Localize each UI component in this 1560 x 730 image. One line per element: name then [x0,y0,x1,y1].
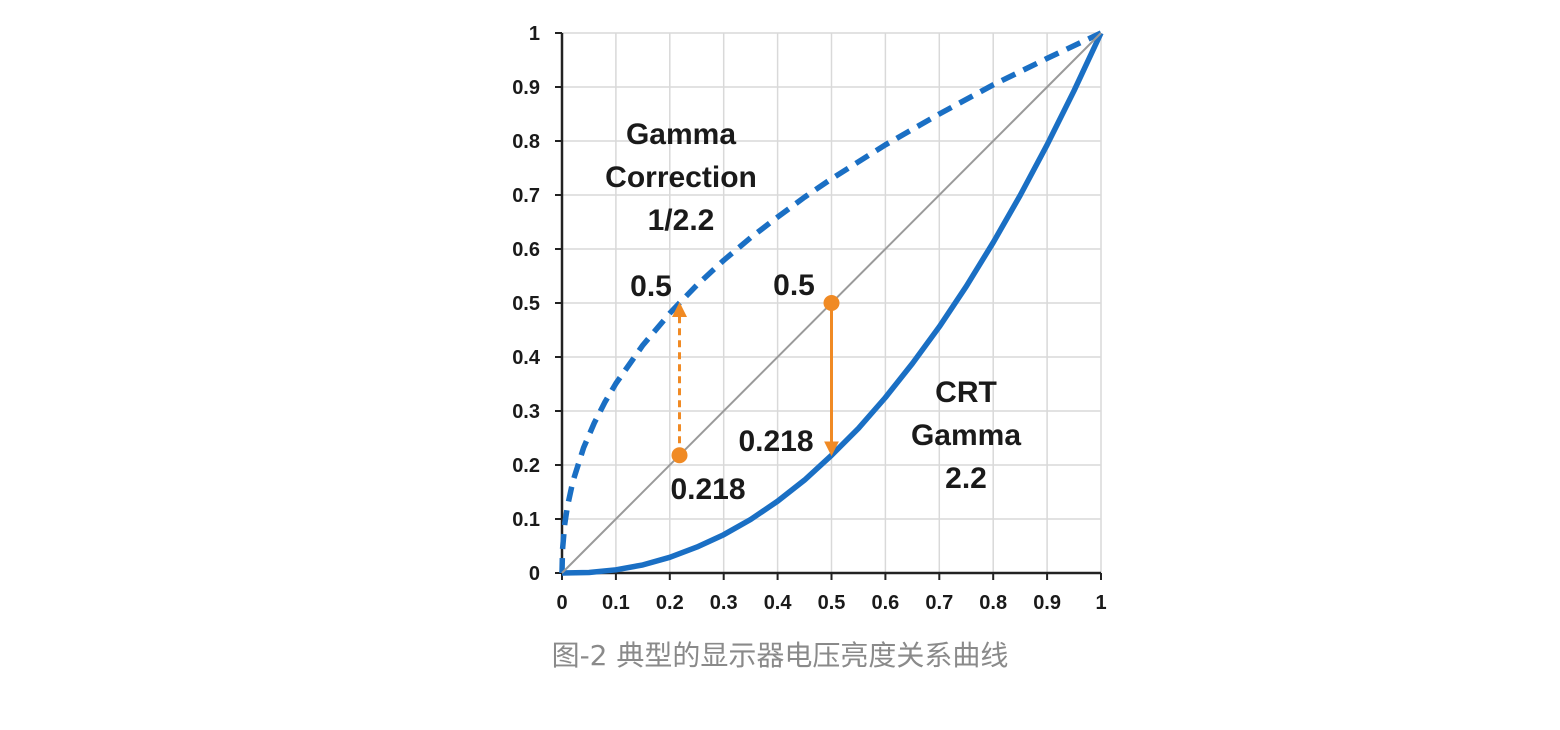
x-tick-label: 0.3 [710,592,738,614]
x-tick-label: 1 [1095,592,1106,614]
y-tick-label: 0.9 [512,77,540,99]
y-tick-label: 0.4 [512,347,541,369]
x-tick-label: 0.8 [979,592,1007,614]
gamma-chart: 0 0.1 0.2 0.3 0.4 0.5 0.6 0.7 0.8 0.9 1 0 0.1 0.2 0.3 0… [512,23,1106,614]
point-05 [823,295,840,311]
x-tick-label: 0.9 [1033,592,1061,614]
annotation-gamma-correction-line2: Correction [605,161,757,194]
annotation-crt-gamma-line1: CRT [935,376,997,409]
markers [671,295,840,464]
annotation-gamma-correction-line3: 1/2.2 [648,204,715,237]
x-tick-label: 0.2 [656,592,684,614]
tick-labels: 0 0.1 0.2 0.3 0.4 0.5 0.6 0.7 0.8 0.9 1 0 0.1 0.2 0.3 0… [512,23,1106,614]
y-tick-label: 0.1 [512,509,540,531]
annotation-crt-gamma-line3: 2.2 [945,462,987,495]
annotation-crt-gamma-line2: Gamma [911,419,1021,452]
y-tick-label: 0.3 [512,401,540,423]
x-tick-label: 0.6 [871,592,899,614]
annotation-corr-value-bottom: 0.218 [670,473,745,506]
annotation-corr-value-top: 0.5 [630,270,672,303]
annotation-crt-value-top: 0.5 [773,269,815,302]
x-tick-label: 0.5 [818,592,846,614]
y-tick-label: 0.2 [512,455,540,477]
figure-caption: 图-2 典型的显示器电压亮度关系曲线 [551,639,1009,672]
x-tick-label: 0.1 [602,592,630,614]
point-0218 [671,447,688,464]
x-tick-label: 0.7 [925,592,953,614]
y-tick-label: 1 [529,23,540,45]
x-tick-label: 0 [556,592,567,614]
y-tick-label: 0.5 [512,293,540,315]
x-tick-label: 0.4 [764,592,793,614]
y-tick-label: 0 [529,563,540,585]
y-tick-label: 0.6 [512,239,540,261]
y-tick-label: 0.7 [512,185,540,207]
annotation-crt-value-bottom: 0.218 [738,425,813,458]
y-tick-label: 0.8 [512,131,540,153]
axes [555,32,1102,580]
annotation-gamma-correction-line1: Gamma [626,118,736,151]
